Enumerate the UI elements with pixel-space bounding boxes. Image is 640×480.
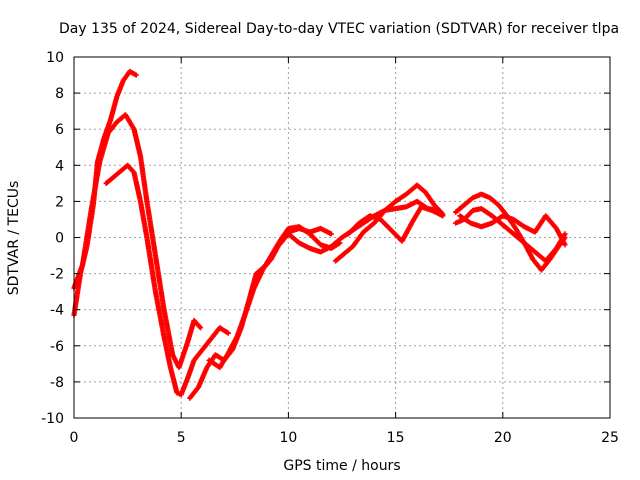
y-tick-label: 2 — [55, 194, 64, 210]
data-point — [562, 231, 568, 237]
y-tick-label: -10 — [41, 411, 64, 427]
y-tick-label: -4 — [50, 303, 64, 319]
chart-title: Day 135 of 2024, Sidereal Day-to-day VTE… — [59, 21, 619, 37]
series-track-11 — [457, 213, 568, 248]
y-tick-label: -6 — [50, 339, 64, 355]
y-tick-label: 4 — [55, 158, 64, 174]
data-point — [197, 325, 204, 331]
data-points — [71, 68, 568, 401]
y-tick-label: -2 — [50, 267, 64, 283]
data-point — [328, 231, 334, 237]
axis-ticks: 0 5 10 15 20 25 -10 -8 -6 -4 -2 0 2 4 6 8 10 — [41, 50, 619, 446]
y-tick-label: -8 — [50, 375, 64, 391]
series-track-3 — [103, 162, 231, 398]
data-point — [562, 242, 568, 248]
series-track-8 — [345, 204, 446, 244]
y-tick-label: 10 — [46, 50, 64, 66]
series-track-5 — [206, 224, 343, 371]
data-point — [440, 213, 446, 219]
x-tick-label: 0 — [70, 430, 79, 446]
x-axis-label: GPS time / hours — [283, 458, 400, 474]
x-tick-label: 10 — [279, 430, 297, 446]
x-tick-label: 20 — [494, 430, 512, 446]
series-track-4 — [187, 225, 334, 401]
series-track-1 — [71, 68, 139, 318]
series-track-7 — [332, 182, 446, 264]
y-axis-label: SDTVAR / TECUs — [6, 181, 22, 296]
y-tick-label: 6 — [55, 122, 64, 138]
y-tick-label: 8 — [55, 86, 64, 102]
x-tick-label: 25 — [601, 430, 619, 446]
data-point — [225, 330, 231, 336]
series-track-2 — [71, 112, 204, 371]
series-track-10 — [453, 206, 568, 264]
y-tick-label: 0 — [55, 231, 64, 247]
x-tick-label: 5 — [177, 430, 186, 446]
x-tick-label: 15 — [387, 430, 405, 446]
data-point — [133, 72, 139, 78]
